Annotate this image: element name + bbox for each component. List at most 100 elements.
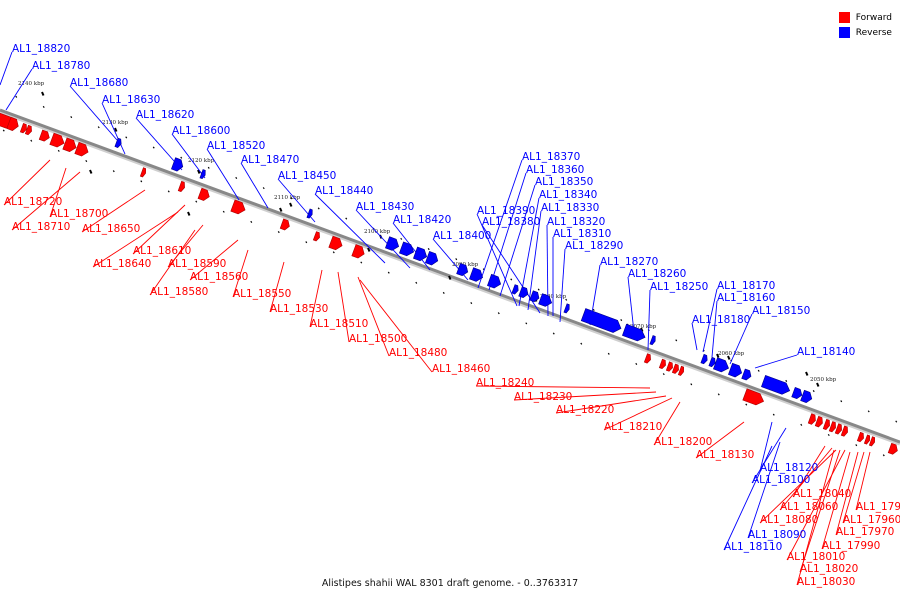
reverse-gene-arrow: [487, 273, 502, 289]
major-tick: [89, 169, 93, 174]
leader-line: [759, 421, 773, 472]
major-tick: [197, 169, 201, 174]
gene-label-al1-18680: AL1_18680: [70, 77, 128, 89]
gene-label-al1-18250: AL1_18250: [650, 281, 708, 293]
reverse-gene-arrow: [713, 357, 729, 373]
reverse-gene-arrow: [708, 356, 716, 368]
gene-label-al1-18130: AL1_18130: [696, 449, 754, 461]
minor-tick: [855, 444, 858, 447]
gene-labels: AL1_18820 AL1_18780 AL1_18680 AL1_18630 AL1_…: [4, 43, 900, 588]
minor-tick: [827, 433, 830, 437]
minor-tick: [592, 308, 595, 311]
minor-tick: [745, 403, 748, 406]
leader-line: [3, 159, 51, 206]
leader-line: [647, 289, 651, 351]
gene-label-al1-18470: AL1_18470: [241, 154, 299, 166]
leader-line: [627, 276, 635, 333]
minor-tick: [180, 156, 183, 159]
gene-label-al1-18120: AL1_18120: [760, 462, 818, 474]
major-tick: [114, 127, 118, 132]
leader-line: [355, 209, 411, 269]
gene-label-al1-18270: AL1_18270: [600, 256, 658, 268]
reverse-gene-arrow: [700, 353, 708, 365]
minor-tick: [882, 454, 885, 457]
minor-tick: [207, 166, 210, 169]
forward-gene-arrow: [230, 199, 246, 215]
major-tick: [279, 207, 283, 212]
leader-line: [309, 269, 323, 328]
leader-line: [835, 451, 859, 536]
forward-gene-arrow: [312, 231, 320, 242]
leader-line: [695, 421, 745, 459]
leader-line: [729, 313, 753, 365]
forward-gene-arrow: [658, 358, 666, 370]
gene-label-al1-17970: AL1_17970: [836, 526, 894, 538]
major-tick: [816, 382, 820, 387]
leader-line: [499, 184, 536, 297]
forward-gene-arrow: [351, 244, 365, 259]
leader-line: [559, 248, 566, 323]
reverse-gene-arrow: [385, 236, 400, 251]
reverse-gene-arrow: [800, 389, 813, 404]
gene-label-al1-18390: AL1_18390: [477, 205, 535, 217]
minor-tick: [345, 217, 348, 220]
leader-line: [357, 276, 390, 357]
minor-tick: [97, 126, 100, 129]
gene-label-al1-18780: AL1_18780: [32, 60, 90, 72]
leader-line: [855, 451, 871, 511]
leader-line: [5, 68, 33, 111]
gene-label-al1-18420: AL1_18420: [393, 214, 451, 226]
gene-label-al1-18140: AL1_18140: [797, 346, 855, 358]
leader-line: [11, 171, 81, 231]
gene-label-al1-18220: AL1_18220: [556, 404, 614, 416]
leader-line: [796, 449, 835, 586]
forward-gene-arrow: [665, 361, 673, 372]
leader-line: [232, 249, 249, 298]
gene-label-al1-18360: AL1_18360: [526, 164, 584, 176]
reverse-swatch: [838, 27, 850, 38]
minor-tick: [690, 383, 693, 386]
minor-tick: [455, 258, 458, 261]
leader-line: [475, 385, 651, 389]
leader-line: [171, 133, 206, 179]
minor-tick: [415, 281, 418, 284]
gene-label-al1-18090: AL1_18090: [748, 529, 806, 541]
minor-tick: [607, 352, 610, 355]
legend-item-forward: Forward: [838, 10, 892, 25]
gene-label-al1-18080: AL1_18080: [760, 514, 818, 526]
forward-gene-arrow: [24, 124, 32, 136]
minor-tick: [772, 413, 775, 416]
minor-tick: [30, 139, 33, 142]
gene-label-al1-18020: AL1_18020: [800, 563, 858, 575]
gene-label-al1-17960: AL1_17960: [843, 514, 900, 526]
gene-label-al1-18820: AL1_18820: [12, 43, 70, 55]
minor-tick: [360, 261, 363, 264]
gene-label-al1-18700: AL1_18700: [50, 208, 108, 220]
forward-gene-arrow: [139, 167, 147, 178]
major-tick: [289, 202, 293, 207]
gene-label-al1-18030: AL1_18030: [797, 576, 855, 588]
reverse-gene-arrow: [791, 387, 803, 400]
gene-label-al1-18580: AL1_18580: [150, 286, 208, 298]
gene-label-al1-18650: AL1_18650: [82, 223, 140, 235]
gene-label-al1-18290: AL1_18290: [565, 240, 623, 252]
leader-line: [240, 162, 269, 209]
reverse-gene-arrow: [171, 157, 184, 172]
minor-tick: [290, 197, 293, 200]
gene-label-al1-18460: AL1_18460: [432, 363, 490, 375]
minor-tick: [167, 190, 170, 193]
minor-tick: [812, 390, 815, 393]
forward-gene-arrow: [868, 436, 876, 447]
minor-tick: [757, 369, 760, 372]
minor-tick: [785, 379, 788, 382]
forward-gene-arrow: [177, 180, 185, 193]
gene-label-al1-18340: AL1_18340: [539, 189, 597, 201]
gene-features: [0, 112, 898, 455]
gene-label-al1-18430: AL1_18430: [356, 201, 414, 213]
reverse-gene-arrow: [306, 208, 313, 219]
minor-tick: [442, 291, 445, 294]
gene-label-al1-18330: AL1_18330: [541, 202, 599, 214]
leader-line: [786, 449, 846, 561]
leader-line: [653, 401, 681, 446]
reverse-gene-arrow: [761, 375, 791, 395]
